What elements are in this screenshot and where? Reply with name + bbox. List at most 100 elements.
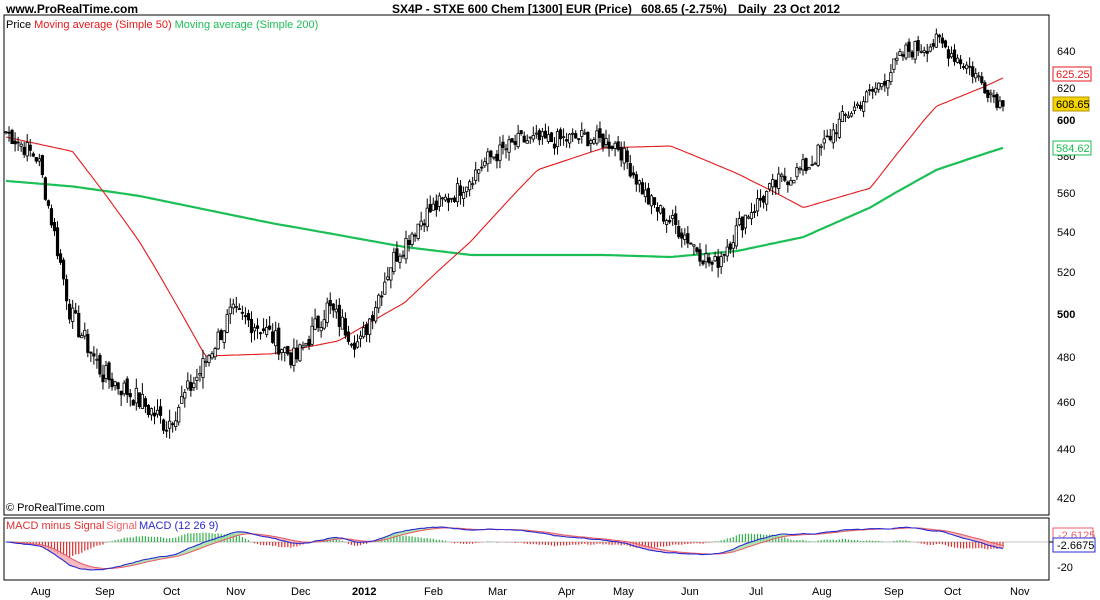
price-bar	[931, 39, 935, 50]
price-bar	[155, 399, 160, 418]
legend-macd: MACD (12 26 9)	[139, 520, 219, 532]
price-bar	[395, 241, 399, 263]
x-tick: Mar	[488, 586, 507, 598]
price-bar	[92, 346, 96, 365]
price-bar	[380, 291, 384, 307]
price-bar	[101, 364, 105, 390]
price-bar	[249, 311, 254, 343]
price-bar	[780, 172, 784, 183]
price-bar	[710, 260, 714, 272]
price-bar	[377, 293, 381, 314]
macd-panel	[4, 526, 1049, 571]
price-bar	[719, 251, 723, 274]
x-tick: Nov	[226, 586, 246, 598]
ma200-series	[5, 146, 1004, 259]
price-bar	[862, 96, 866, 118]
price-bar	[65, 274, 69, 310]
price-bar	[171, 421, 175, 433]
period-date: Daily 23 Oct 2012	[738, 2, 841, 16]
price-bar	[204, 356, 208, 367]
price-bar	[104, 360, 108, 383]
price-bar	[198, 365, 202, 382]
price-bar	[83, 322, 87, 340]
price-bar	[689, 242, 693, 245]
price-bar	[98, 352, 102, 378]
price-bar	[722, 253, 726, 264]
macd-value-tag: -2.6675	[1052, 537, 1096, 553]
price-bar	[658, 204, 663, 215]
price-bar	[789, 177, 793, 186]
price-bar	[537, 128, 541, 146]
macd-legend: MACD minus Signal Signal MACD (12 26 9)	[6, 520, 221, 532]
price-bar	[422, 219, 426, 233]
price-bar	[168, 409, 172, 439]
price-bar	[386, 266, 390, 282]
price-bar	[904, 42, 908, 61]
price-bar	[983, 80, 987, 95]
price-bar	[301, 341, 305, 351]
price-bar	[58, 249, 63, 265]
price-bar	[758, 189, 763, 208]
price-bar	[580, 122, 584, 144]
price-bar	[731, 234, 735, 258]
price-bar	[28, 139, 32, 157]
x-tick: Aug	[31, 586, 51, 598]
price-bar	[1001, 99, 1005, 112]
price-bar	[555, 128, 560, 155]
price-bar	[937, 33, 941, 43]
price-bar	[822, 130, 826, 150]
price-bar	[152, 406, 157, 425]
price-bar	[80, 332, 84, 339]
price-bar	[122, 380, 126, 397]
price-bar	[940, 33, 944, 49]
price-axis: 640 620 600 580 560 540 520 500 480 460 …	[1057, 46, 1075, 505]
price-bar	[361, 321, 366, 339]
price-bar	[49, 204, 54, 228]
price-bar	[368, 317, 372, 343]
price-bar	[71, 299, 75, 329]
price-bar	[74, 302, 78, 315]
price-bar	[686, 226, 690, 248]
legend-ma50: Moving average (Simple 50)	[34, 19, 172, 31]
price-bar	[986, 89, 990, 103]
x-tick: Dec	[291, 586, 311, 598]
price-bar	[965, 61, 969, 74]
price-bar	[325, 297, 329, 327]
price-bar	[174, 411, 178, 431]
price-bar	[334, 299, 338, 319]
price-bar	[307, 335, 311, 350]
price-bar	[813, 161, 817, 165]
instrument-title: SX4P - STXE 600 Chem [1300] EUR (Price)	[392, 2, 632, 16]
price-bar	[313, 308, 317, 331]
price-bar	[955, 54, 960, 64]
price-bar	[819, 143, 823, 156]
price-bar	[177, 404, 181, 426]
price-bar	[22, 141, 26, 158]
price-bar	[798, 166, 802, 174]
y-tick: 500	[1057, 309, 1075, 321]
price-bar	[877, 82, 881, 93]
site-name[interactable]: www.ProRealTime.com	[6, 2, 139, 16]
price-bar	[701, 259, 705, 266]
price-bar	[119, 390, 123, 407]
copyright[interactable]: © ProRealTime.com	[6, 502, 105, 514]
price-bar	[858, 101, 863, 111]
macd-y-tick: -20	[1057, 562, 1073, 574]
price-bar	[962, 63, 966, 70]
price-bar	[783, 167, 787, 183]
price-bar	[425, 198, 429, 232]
price-bar	[337, 298, 341, 337]
price-bar	[349, 342, 354, 348]
price-bar	[761, 194, 766, 209]
price-bar	[589, 138, 593, 152]
price-bar	[7, 126, 11, 142]
price-bar	[649, 194, 654, 215]
price-bar	[622, 141, 626, 171]
price-bar	[777, 166, 781, 195]
price-bar	[974, 68, 978, 83]
price-bar	[410, 231, 414, 247]
price-bar	[925, 44, 929, 63]
price-bar	[616, 136, 620, 152]
price-bar	[143, 396, 147, 414]
price-bar	[574, 130, 578, 139]
